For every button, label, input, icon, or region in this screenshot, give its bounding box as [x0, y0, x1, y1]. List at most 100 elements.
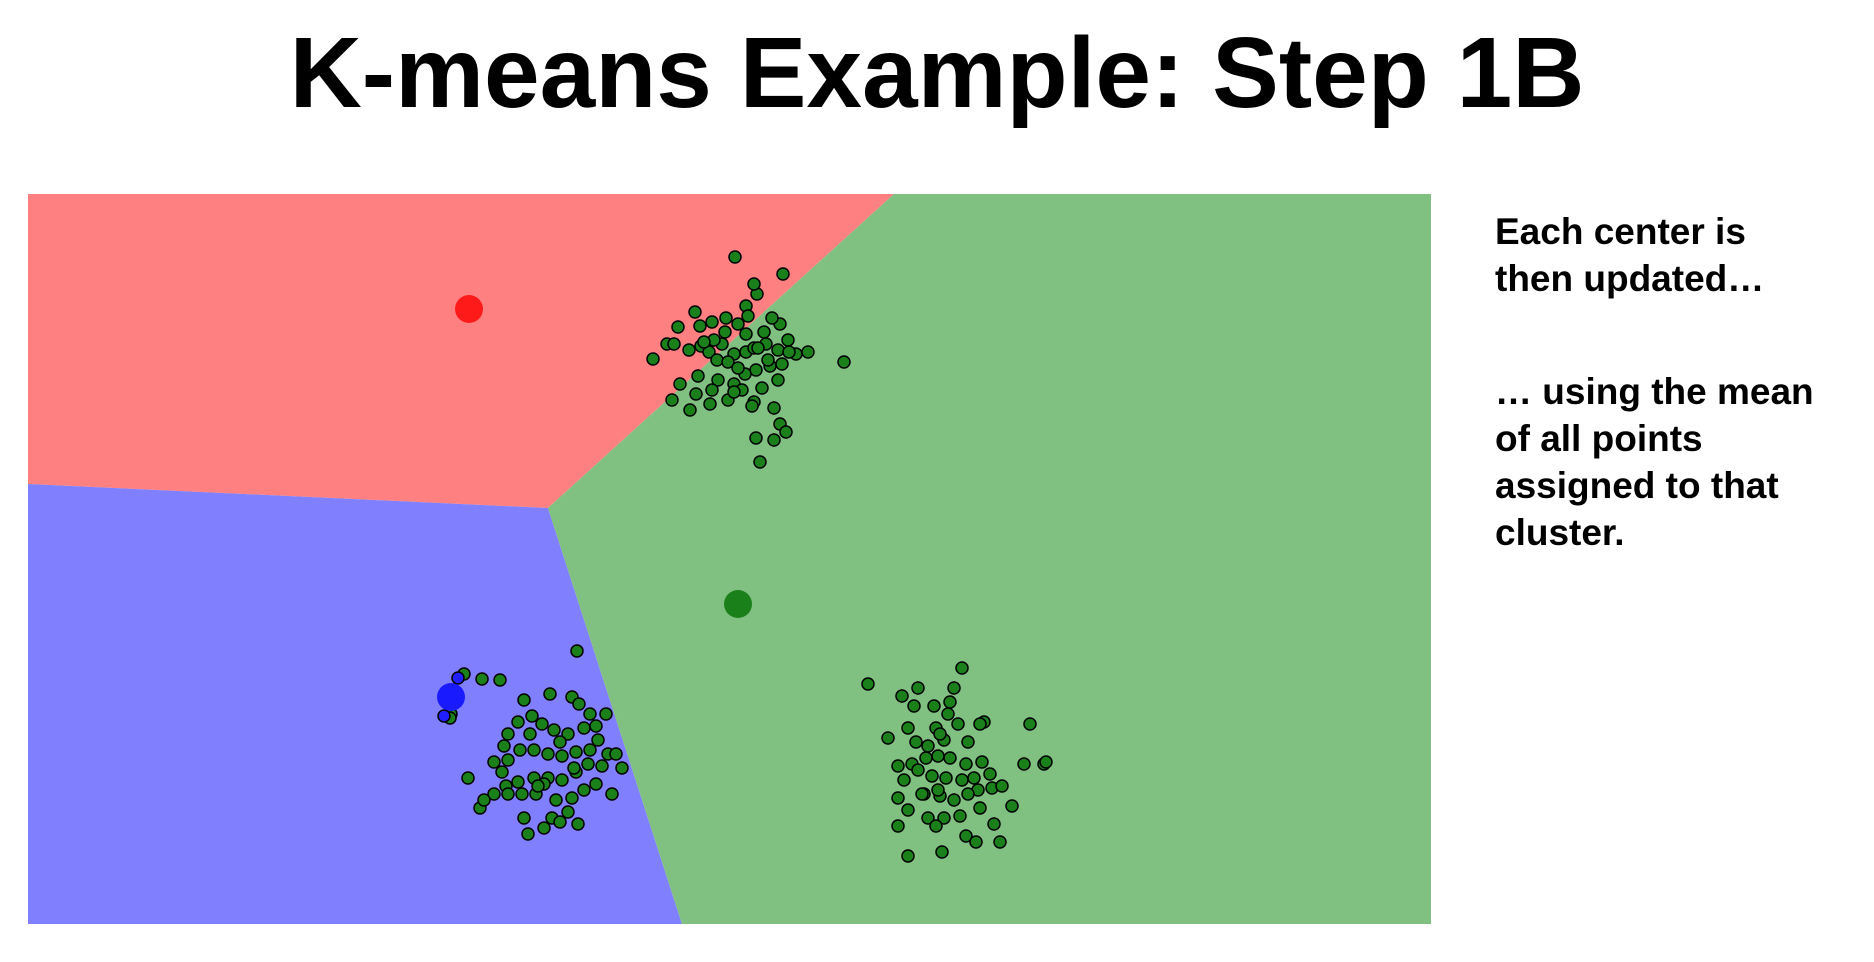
data-point [983, 767, 997, 781]
data-point [555, 749, 569, 763]
data-point [959, 757, 973, 771]
data-point [721, 355, 735, 369]
data-point [487, 787, 501, 801]
region-red [28, 194, 894, 508]
kmeans-plot [28, 194, 1431, 924]
data-point [537, 821, 551, 835]
data-point [891, 791, 905, 805]
data-point [921, 811, 935, 825]
data-point [511, 775, 525, 789]
data-point [577, 783, 591, 797]
data-point [561, 727, 575, 741]
data-point [775, 357, 789, 371]
data-point [761, 353, 775, 367]
data-point [901, 721, 915, 735]
data-point [477, 793, 491, 807]
data-point [739, 327, 753, 341]
data-point [895, 689, 909, 703]
data-point [728, 250, 742, 264]
data-point [683, 403, 697, 417]
data-point [487, 755, 501, 769]
data-point [741, 309, 755, 323]
region-blue [28, 484, 682, 924]
data-point [951, 717, 965, 731]
data-point [901, 849, 915, 863]
data-point [667, 337, 681, 351]
data-point [901, 803, 915, 817]
data-point [719, 311, 733, 325]
explanation-text: Each center is then updated… … using the… [1495, 208, 1865, 622]
data-point [801, 345, 815, 359]
data-point [931, 783, 945, 797]
data-point [497, 739, 511, 753]
data-point [931, 749, 945, 763]
data-point-blue [437, 709, 451, 723]
data-point [535, 717, 549, 731]
data-point [553, 815, 567, 829]
data-point [1039, 755, 1053, 769]
kmeans-plot-svg [28, 194, 1431, 924]
data-point [727, 385, 741, 399]
data-point [955, 773, 969, 787]
data-point [961, 735, 975, 749]
data-point [995, 779, 1009, 793]
data-point [646, 352, 660, 366]
data-point [749, 431, 763, 445]
data-point [969, 835, 983, 849]
data-point [939, 771, 953, 785]
data-point [565, 791, 579, 805]
explanation-paragraph-1: Each center is then updated… [1495, 211, 1765, 299]
data-point [925, 769, 939, 783]
data-point [753, 455, 767, 469]
data-point [755, 381, 769, 395]
data-point [599, 707, 613, 721]
data-point [765, 311, 779, 325]
data-point [693, 319, 707, 333]
data-point [731, 317, 745, 331]
data-point [531, 779, 545, 793]
data-point [609, 747, 623, 761]
data-point [987, 817, 1001, 831]
data-point [515, 787, 529, 801]
data-point [501, 727, 515, 741]
data-point [461, 771, 475, 785]
explanation-paragraph-2: … using the mean of all points assigned … [1495, 371, 1814, 553]
data-point [549, 793, 563, 807]
slide-title: K-means Example: Step 1B [289, 17, 1585, 129]
data-point [615, 761, 629, 775]
cluster-center-green [724, 590, 752, 618]
data-point [837, 355, 851, 369]
data-point [909, 735, 923, 749]
data-point [776, 267, 790, 281]
data-point [555, 773, 569, 787]
data-point [751, 341, 765, 355]
cluster-center-red [455, 295, 483, 323]
data-point [493, 673, 507, 687]
cluster-center-blue [437, 683, 465, 711]
data-point [757, 325, 771, 339]
data-point [915, 787, 929, 801]
data-points [437, 250, 1053, 863]
data-point [959, 829, 973, 843]
data-point [689, 387, 703, 401]
data-point [682, 343, 696, 357]
data-point [767, 401, 781, 415]
data-point [591, 733, 605, 747]
data-point [567, 761, 581, 775]
data-point [691, 369, 705, 383]
data-point [745, 399, 759, 413]
data-point [688, 305, 702, 319]
data-point [710, 353, 724, 367]
data-point [577, 721, 591, 735]
data-point [547, 723, 561, 737]
data-point [671, 320, 685, 334]
data-point [705, 315, 719, 329]
data-point [961, 787, 975, 801]
data-point [1023, 717, 1037, 731]
data-point [571, 817, 585, 831]
data-point [495, 765, 509, 779]
data-point [933, 727, 947, 741]
data-point [511, 715, 525, 729]
data-point [570, 644, 584, 658]
data-point [583, 707, 597, 721]
